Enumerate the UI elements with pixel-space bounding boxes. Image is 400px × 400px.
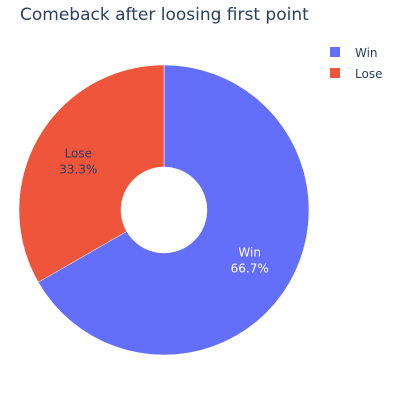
legend-swatch-lose <box>330 68 340 78</box>
slice-label-win: Win <box>238 246 261 260</box>
legend-item-lose[interactable]: Lose <box>330 67 382 81</box>
legend-label-win: Win <box>355 46 378 60</box>
slice-lose[interactable] <box>18 64 165 283</box>
donut-slices <box>18 64 310 356</box>
chart-title: Comeback after loosing first point <box>20 5 309 25</box>
legend-swatch-win <box>330 47 340 57</box>
legend-item-win[interactable]: Win <box>330 46 378 60</box>
slice-win[interactable] <box>37 64 310 356</box>
slice-label-lose: Lose <box>65 146 92 160</box>
legend[interactable]: Win Lose <box>330 46 382 81</box>
slice-labels: Win 66.7% Lose 33.3% <box>59 146 268 275</box>
slice-percent-win: 66.7% <box>231 262 269 276</box>
legend-label-lose: Lose <box>355 67 382 81</box>
slice-percent-lose: 33.3% <box>59 162 97 176</box>
